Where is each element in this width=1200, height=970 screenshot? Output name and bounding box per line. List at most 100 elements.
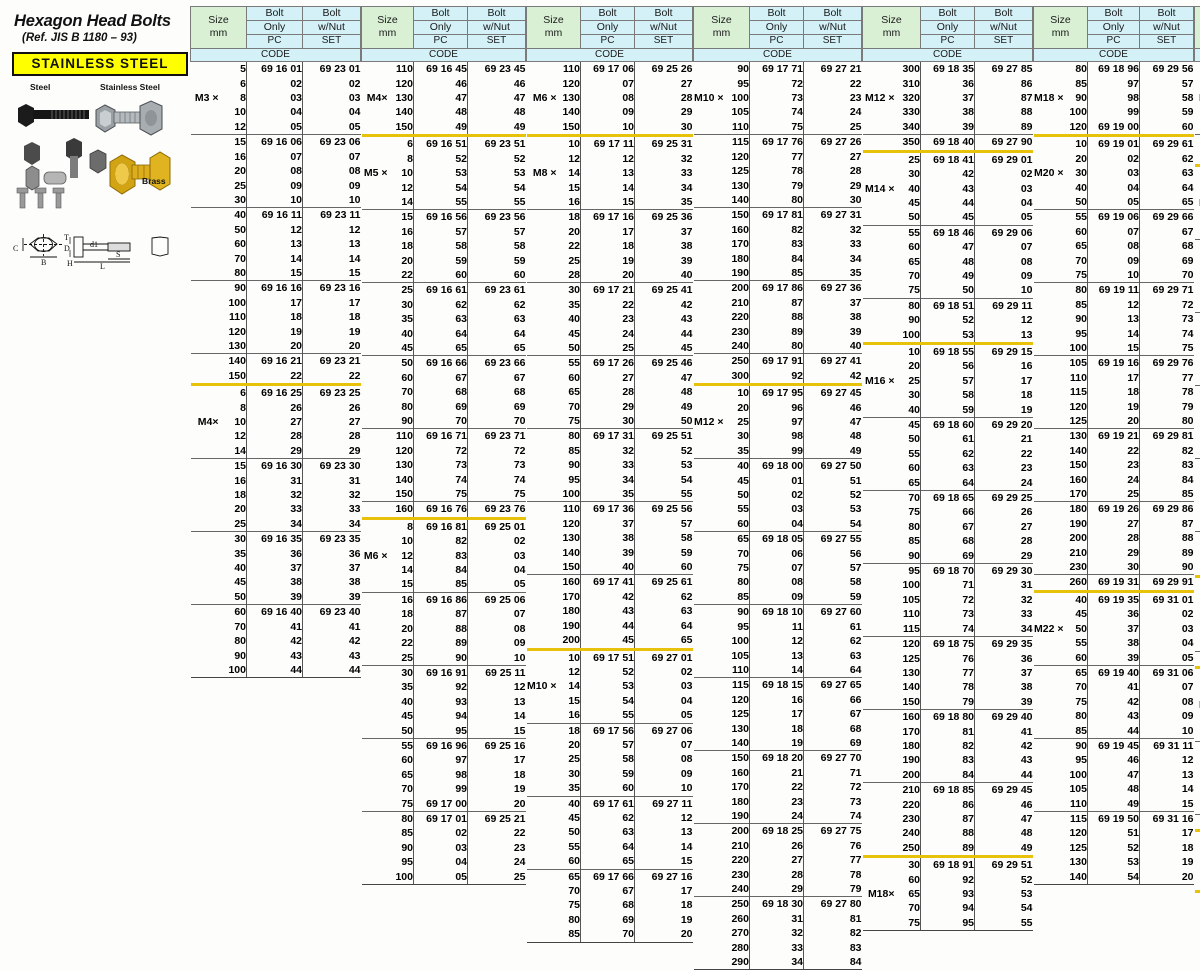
code-bolt-only-cell: 93 <box>414 695 468 709</box>
code-bolt-with-nut-cell: 69 27 80 <box>804 897 862 912</box>
code-bolt-only-cell: 10 <box>247 193 303 208</box>
table-row: 206632 <box>1195 182 1200 196</box>
length-mm-cell: 12 <box>388 181 414 195</box>
code-bolt-with-nut-cell: 26 <box>975 505 1033 519</box>
thread-size-label <box>863 196 895 210</box>
code-bolt-only-cell: 97 <box>750 415 804 429</box>
code-bolt-with-nut-cell: 41 <box>975 725 1033 739</box>
thread-size-label <box>527 400 557 414</box>
code-bolt-only-cell: 39 <box>1088 651 1140 666</box>
thread-size-label <box>527 723 557 738</box>
code-bolt-with-nut-cell: 64 <box>468 327 526 341</box>
thread-size-label <box>863 447 895 461</box>
thread-size-label <box>1034 327 1064 341</box>
code-bolt-only-cell: 23 <box>1088 458 1140 472</box>
thread-size-label <box>527 414 557 429</box>
thread-size-label <box>191 120 219 135</box>
length-mm-cell: 140 <box>895 680 921 694</box>
thread-size-label <box>362 181 388 195</box>
length-mm-cell: 50 <box>1064 622 1088 636</box>
code-bolt-only-cell: 80 <box>750 339 804 354</box>
code-bolt-with-nut-cell: 69 <box>1140 254 1194 268</box>
code-bolt-only-cell: 58 <box>921 388 975 402</box>
code-bolt-only-cell: 31 <box>247 474 303 488</box>
code-bolt-with-nut-cell: 20 <box>1140 870 1194 885</box>
code-bolt-with-nut-cell: 69 23 16 <box>303 281 361 296</box>
thread-size-label <box>863 269 895 283</box>
length-mm-cell: 30 <box>895 388 921 402</box>
header-size-unit: mm <box>863 27 920 40</box>
code-bolt-only-cell: 82 <box>750 223 804 237</box>
thread-size-label <box>1195 444 1200 459</box>
thread-size-label <box>863 622 895 637</box>
header-code: CODE <box>1034 48 1194 62</box>
code-bolt-with-nut-cell: 49 <box>975 841 1033 857</box>
code-bolt-only-cell: 85 <box>750 266 804 281</box>
thread-size-label <box>694 237 724 251</box>
code-bolt-with-nut-cell: 69 25 16 <box>468 738 526 753</box>
thread-size-label <box>1195 814 1200 830</box>
length-mm-cell: 110 <box>557 62 581 77</box>
code-bolt-with-nut-cell: 04 <box>1140 636 1194 650</box>
thread-size-label <box>527 546 557 560</box>
thread-size-label <box>1195 283 1200 297</box>
code-bolt-only-cell: 04 <box>750 517 804 532</box>
thread-size-label <box>1034 575 1064 591</box>
length-mm-cell: 220 <box>895 798 921 812</box>
header-bolt-wnut-line2: w/Nut <box>303 21 361 35</box>
length-mm-cell: 20 <box>219 502 247 516</box>
code-bolt-with-nut-cell: 15 <box>1140 797 1194 812</box>
code-bolt-only-cell: 69 19 40 <box>1088 665 1140 680</box>
length-mm-cell: 75 <box>895 916 921 931</box>
length-mm-cell: 170 <box>895 725 921 739</box>
thread-size-label <box>362 120 388 136</box>
thread-size-label <box>1034 811 1064 826</box>
code-bolt-only-cell: 69 17 91 <box>750 354 804 369</box>
thread-size-label <box>362 841 388 855</box>
thread-size-label <box>362 622 388 636</box>
thread-size-label <box>1195 135 1200 150</box>
code-bolt-with-nut-cell: 20 <box>468 797 526 812</box>
code-bolt-with-nut-cell: 62 <box>635 590 693 604</box>
code-bolt-with-nut-cell: 79 <box>1140 400 1194 414</box>
length-mm-cell: 65 <box>557 385 581 399</box>
code-bolt-only-cell: 69 17 16 <box>581 210 635 225</box>
length-mm-cell: 10 <box>724 385 750 401</box>
code-bolt-with-nut-cell: 73 <box>1140 312 1194 326</box>
thread-size-label: M27× <box>1195 607 1200 621</box>
length-mm-cell: 30 <box>895 167 921 181</box>
code-bolt-with-nut-cell: 27 <box>303 415 361 429</box>
code-bolt-with-nut-cell: 84 <box>1140 473 1194 487</box>
code-bolt-with-nut-cell: 32 <box>303 488 361 502</box>
length-mm-cell: 12 <box>557 665 581 679</box>
code-bolt-only-cell: 20 <box>247 339 303 354</box>
code-bolt-with-nut-cell: 69 27 70 <box>804 751 862 766</box>
length-mm-cell: 90 <box>388 414 414 429</box>
code-bolt-with-nut-cell: 18 <box>975 388 1033 402</box>
length-mm-cell: 60 <box>895 240 921 254</box>
length-mm-cell: 140 <box>557 546 581 560</box>
thread-size-label <box>191 193 219 208</box>
thread-size-label <box>694 193 724 208</box>
code-bolt-only-cell: 69 16 45 <box>414 62 468 77</box>
